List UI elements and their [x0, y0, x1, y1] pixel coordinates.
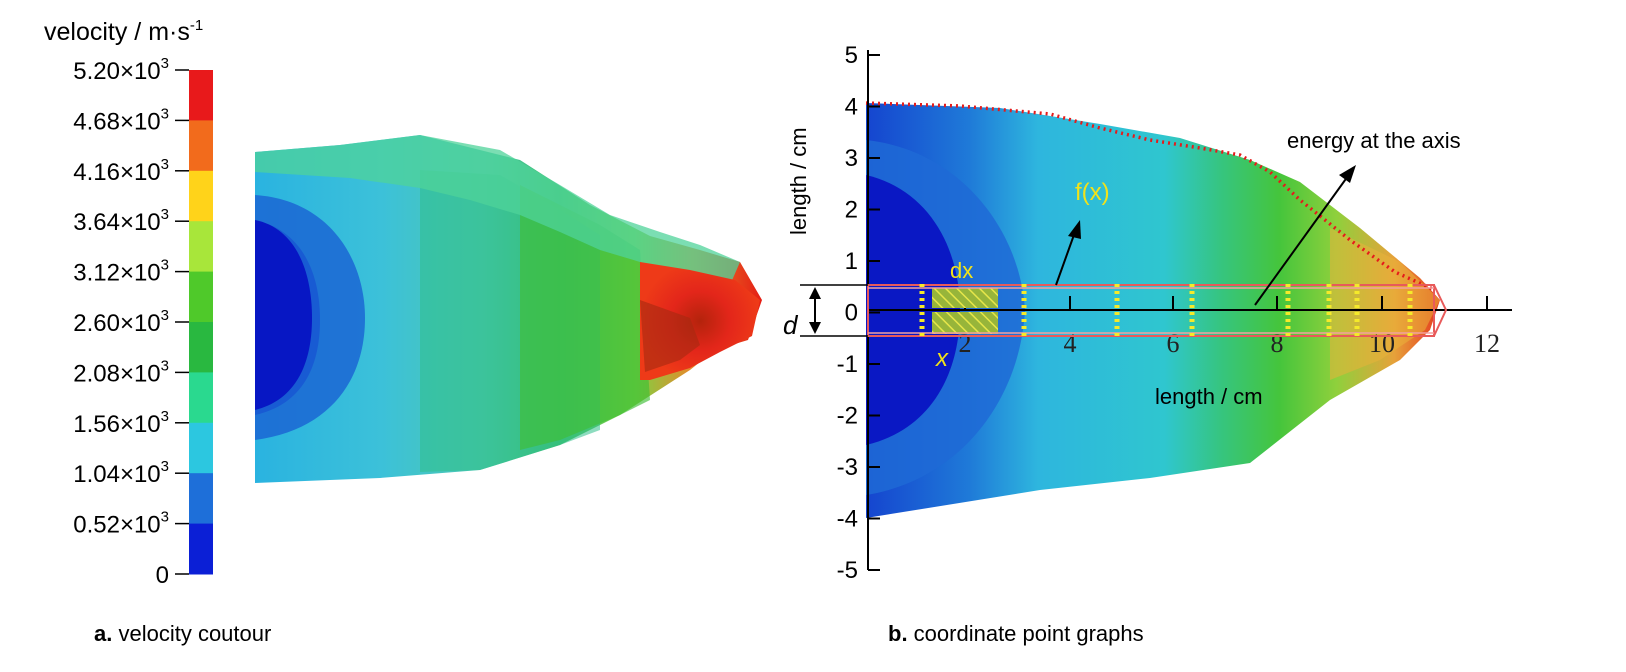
colorbar-tick-label: 3.12×103 — [73, 257, 169, 287]
y-tick-label: 0 — [845, 300, 858, 327]
colorbar-tick-label: 4.16×103 — [73, 156, 169, 186]
y-axis-label: length / cm — [786, 127, 811, 235]
colorbar-title: velocity / m·s-1 — [44, 17, 203, 46]
colorbar-cell — [189, 70, 213, 121]
x-axis-label: length / cm — [1155, 384, 1263, 409]
caption-b: b. coordinate point graphs — [888, 621, 1144, 646]
colorbar-tick-label: 4.68×103 — [73, 105, 169, 135]
y-tick-label: 1 — [845, 248, 858, 275]
y-tick-label: -2 — [837, 403, 858, 430]
d-label: d — [783, 310, 799, 340]
d-arrowhead-down — [809, 322, 821, 334]
colorbar-title-sup: -1 — [190, 17, 203, 34]
graph-outline-dotted — [865, 101, 1436, 292]
projectile-inner-core — [255, 220, 312, 410]
x-label: x — [935, 345, 949, 372]
y-tick-label: -4 — [837, 506, 858, 533]
energy-arrowhead — [1339, 165, 1356, 183]
colorbar-cell — [189, 120, 213, 172]
d-arrowhead-up — [809, 287, 821, 299]
y-tick-label: 5 — [845, 42, 858, 69]
colorbar-tick-label: 2.08×103 — [73, 357, 169, 387]
y-tick-label: -5 — [837, 557, 858, 584]
colorbar-tick-label: 1.56×103 — [73, 408, 169, 438]
energy-arrow — [1254, 175, 1349, 306]
y-tick-label: 2 — [845, 197, 858, 224]
colorbar-tick-label: 1.04×103 — [73, 458, 169, 488]
y-tick-label: 4 — [845, 94, 858, 121]
colorbar-cell — [189, 473, 213, 525]
energy-label: energy at the axis — [1287, 128, 1461, 153]
projectile-nose-shadow — [640, 300, 700, 372]
caption-a: a. velocity coutour — [94, 621, 271, 646]
fx-label: f(x) — [1075, 179, 1110, 206]
velocity-colorbar: velocity / m·s-1 5.20×103 4.68×103 4.16×10… — [44, 17, 213, 589]
colorbar-tick-label: 2.60×103 — [73, 307, 169, 337]
colorbar-tick-label: 0.52×103 — [73, 509, 169, 539]
axis-strip-tip — [1433, 284, 1448, 337]
colorbar-tick-label: 0 — [156, 562, 169, 589]
colorbar-cell — [189, 422, 213, 474]
axis-strip — [867, 284, 1435, 337]
colorbar-cell — [189, 170, 213, 222]
x-tick-label: 12 — [1474, 329, 1500, 358]
colorbar-tick-label: 5.20×103 — [73, 55, 169, 85]
colorbar-tick-label: 3.64×103 — [73, 206, 169, 236]
colorbar-cell — [189, 372, 213, 424]
y-tick-label: -3 — [837, 454, 858, 481]
y-tick-label: 3 — [845, 145, 858, 172]
velocity-contour-shape — [255, 135, 762, 483]
graph-nose-glow — [1330, 228, 1440, 380]
dx-hatch-upper — [932, 288, 998, 308]
colorbar-cell — [189, 221, 213, 273]
fx-arrowhead — [1068, 220, 1081, 239]
colorbar-cell — [189, 271, 213, 323]
y-tick-label: -1 — [837, 351, 858, 378]
colorbar-cell — [189, 523, 213, 575]
colorbar-cell — [189, 322, 213, 373]
fx-arrow — [1055, 231, 1076, 286]
projectile-top-shell — [255, 135, 740, 285]
dx-hatch-lower — [932, 312, 998, 334]
x-tick-label: 10 — [1369, 329, 1395, 358]
dx-label: dx — [950, 258, 973, 283]
